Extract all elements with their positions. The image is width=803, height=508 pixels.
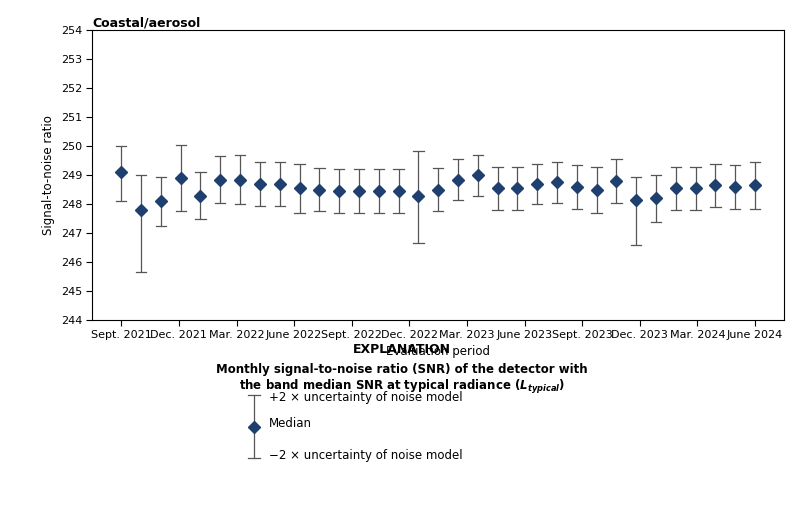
Text: the band median SNR at typical radiance ($\bfit{L}_{\bfit{typical}}$): the band median SNR at typical radiance … (238, 378, 565, 396)
Text: Monthly signal-to-noise ratio (SNR) of the detector with: Monthly signal-to-noise ratio (SNR) of t… (216, 363, 587, 376)
Text: EXPLANATION: EXPLANATION (353, 343, 450, 356)
Text: −2 × uncertainty of noise model: −2 × uncertainty of noise model (269, 449, 463, 462)
X-axis label: Evaluation period: Evaluation period (385, 345, 490, 358)
Text: +2 × uncertainty of noise model: +2 × uncertainty of noise model (269, 391, 463, 404)
Text: Coastal/aerosol: Coastal/aerosol (92, 16, 201, 29)
Text: Median: Median (269, 417, 312, 430)
Y-axis label: Signal-to-noise ratio: Signal-to-noise ratio (42, 115, 55, 235)
